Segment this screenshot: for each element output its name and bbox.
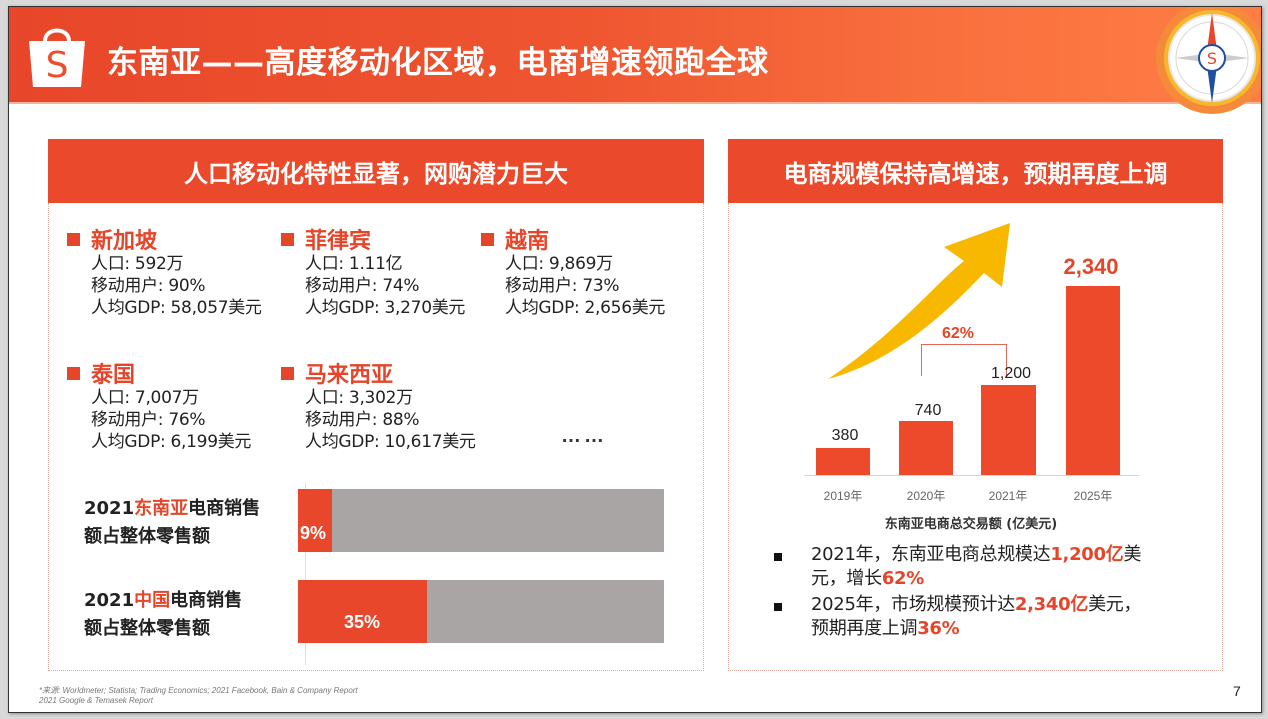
right-panel-box — [728, 203, 1223, 671]
share-bar-china: 35% — [298, 580, 664, 643]
svg-text:S: S — [1207, 49, 1217, 68]
country-card-thailand: 泰国 人口: 7,007万 移动用户: 76% 人均GDP: 6,199美元 — [67, 359, 251, 453]
bar-2020 — [899, 421, 953, 475]
bar-value-2025: 2,340 — [1063, 254, 1119, 279]
growth-arrow-icon — [828, 223, 1010, 379]
square-bullet-icon — [281, 232, 294, 246]
bar-value-2019: 380 — [831, 427, 859, 444]
header-band: S 东南亚——高度移动化区域，电商增速领跑全球 S — [9, 7, 1261, 114]
share-value-china: 35% — [344, 612, 381, 632]
left-panel-box — [48, 203, 704, 671]
svg-text:S: S — [46, 45, 69, 86]
right-panel-title: 电商规模保持高增速，预期再度上调 — [728, 139, 1223, 203]
share-label-sea: 2021东南亚电商销售 额占整体零售额 — [84, 498, 261, 547]
country-card-philippines: 菲律宾 人口: 1.11亿 移动用户: 74% 人均GDP: 3,270美元 — [281, 225, 465, 319]
chart-title: 东南亚电商总交易额 (亿美元) — [884, 517, 1058, 532]
square-bullet-icon — [281, 366, 294, 380]
share-axis-line — [305, 483, 306, 665]
bar-value-2021: 1,200 — [990, 365, 1032, 382]
bar-2021 — [981, 385, 1036, 475]
page-title: 东南亚——高度移动化区域，电商增速领跑全球 — [107, 45, 769, 81]
growth-label: 62% — [942, 325, 975, 342]
x-label-2021: 2021年 — [988, 489, 1028, 503]
country-card-vietnam: 越南 人口: 9,869万 移动用户: 73% 人均GDP: 2,656美元 — [481, 225, 665, 319]
bullet-2025: 2025年，市场规模预计达2,340亿美元， 预期再度上调36% — [811, 594, 1142, 639]
country-card-malaysia: 马来西亚 人口: 3,302万 移动用户: 88% 人均GDP: 10,617美… — [281, 359, 476, 453]
source-footnote: *来源: Worldmeter; Statista; Trading Econo… — [39, 686, 358, 705]
square-bullet-icon — [774, 603, 782, 611]
bar-2019 — [816, 448, 870, 475]
square-bullet-icon — [67, 366, 80, 380]
bullet-2021: 2021年，东南亚电商总规模达1,200亿美 元，增长62% — [811, 544, 1142, 589]
more-ellipsis: …… — [561, 425, 607, 447]
bar-2025 — [1066, 286, 1120, 475]
page-number: 7 — [1233, 683, 1241, 699]
share-bar-fill-china — [298, 580, 427, 643]
share-value-sea: 9% — [300, 523, 327, 543]
country-card-singapore: 新加坡 人口: 592万 移动用户: 90% 人均GDP: 58,057美元 — [67, 225, 262, 319]
chart-baseline — [804, 475, 1139, 476]
square-bullet-icon — [481, 232, 494, 246]
left-panel-title: 人口移动化特性显著，网购潜力巨大 — [48, 139, 704, 203]
square-bullet-icon — [67, 232, 80, 246]
square-bullet-icon — [774, 553, 782, 561]
share-bar-sea: 9% — [298, 489, 664, 552]
share-label-china: 2021中国电商销售 额占整体零售额 — [84, 590, 243, 639]
compass-icon: S — [1156, 7, 1261, 114]
growth-bracket — [921, 344, 1007, 376]
share-bar-fill-sea — [298, 489, 332, 552]
x-label-2020: 2020年 — [906, 489, 946, 503]
bar-value-2020: 740 — [914, 402, 942, 419]
x-label-2025: 2025年 — [1073, 489, 1113, 503]
slide: S 东南亚——高度移动化区域，电商增速领跑全球 S 人口移动化特性显著，网购潜力… — [8, 6, 1262, 713]
x-label-2019: 2019年 — [823, 489, 863, 503]
shopping-bag-icon: S — [29, 28, 85, 87]
